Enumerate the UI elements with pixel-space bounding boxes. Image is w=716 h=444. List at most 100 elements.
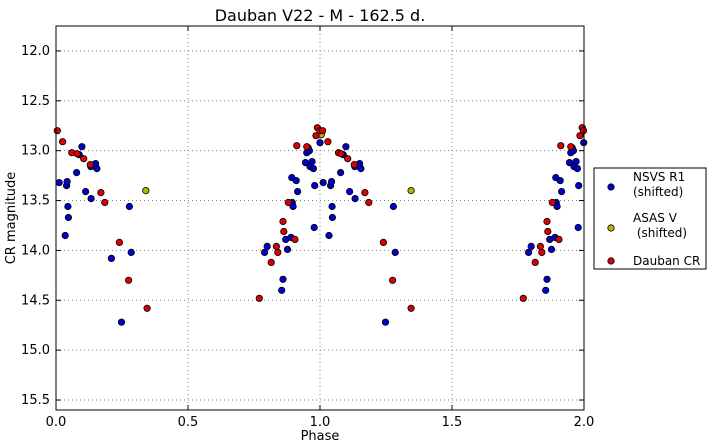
data-point: [53, 127, 61, 135]
data-point: [536, 242, 545, 250]
data-point: [73, 150, 81, 158]
legend-marker: [607, 257, 615, 265]
data-point: [345, 188, 354, 196]
data-point: [309, 165, 317, 173]
data-point: [279, 217, 287, 226]
data-point: [93, 165, 101, 173]
legend-label: NSVS R1 (shifted): [633, 170, 685, 199]
data-point: [576, 132, 584, 140]
data-point: [365, 198, 373, 207]
data-point: [328, 213, 336, 222]
data-point: [303, 143, 311, 151]
x-tick-label: 1.5: [442, 415, 463, 430]
data-point: [336, 169, 345, 177]
data-point: [311, 182, 319, 190]
data-point: [97, 189, 105, 197]
x-tick-label: 0.5: [178, 415, 199, 430]
data-point: [344, 155, 352, 163]
legend: NSVS R1 (shifted) ASAS V (shifted) Dauban C…: [593, 167, 707, 270]
y-tick-label: 15.0: [21, 343, 50, 358]
data-point: [55, 179, 63, 187]
data-point: [312, 132, 320, 140]
chart-title: Dauban V22 - M - 162.5 d.: [215, 6, 426, 25]
data-point: [117, 318, 126, 326]
data-point: [293, 142, 301, 150]
plot-points: [53, 124, 588, 326]
data-point: [325, 231, 333, 240]
data-point: [274, 248, 282, 256]
data-point: [316, 139, 324, 147]
data-point: [519, 294, 527, 302]
data-point: [556, 177, 564, 185]
data-point: [527, 242, 535, 250]
data-point: [342, 143, 350, 151]
data-point: [107, 254, 116, 262]
data-point: [573, 165, 582, 173]
data-point: [125, 202, 133, 211]
data-point: [280, 227, 288, 236]
data-point: [327, 178, 336, 186]
x-tick-label: 0.0: [46, 415, 67, 430]
y-tick-label: 12.0: [21, 44, 50, 59]
data-point: [64, 202, 72, 211]
data-point: [289, 202, 297, 211]
data-point: [115, 238, 124, 246]
y-tick-label: 14.5: [21, 293, 50, 308]
y-axis-label: CR magnitude: [4, 172, 19, 265]
data-point: [260, 248, 269, 256]
data-point: [543, 217, 551, 226]
data-point: [73, 169, 81, 177]
data-point: [557, 142, 565, 150]
data-point: [407, 187, 415, 195]
data-point: [80, 155, 88, 163]
data-point: [58, 138, 67, 146]
data-point: [318, 127, 327, 135]
data-point: [567, 143, 575, 151]
data-point: [531, 258, 539, 266]
data-point: [548, 198, 556, 207]
data-point: [310, 223, 318, 232]
data-point: [319, 179, 327, 187]
grid: [56, 26, 584, 410]
data-point: [524, 248, 533, 256]
data-point: [292, 177, 300, 185]
data-point: [407, 304, 415, 312]
data-point: [574, 223, 582, 232]
data-point: [361, 189, 369, 197]
data-point: [379, 238, 387, 246]
legend-label: ASAS V (shifted): [633, 211, 687, 240]
data-point: [283, 245, 292, 253]
data-point: [555, 235, 563, 243]
data-point: [538, 248, 546, 256]
y-tick-label: 12.5: [21, 94, 50, 109]
data-point: [391, 248, 399, 256]
data-point: [279, 275, 287, 283]
data-point: [357, 165, 365, 173]
data-point: [328, 202, 336, 211]
legend-marker: [607, 224, 615, 232]
data-point: [63, 178, 71, 186]
data-point: [64, 213, 73, 222]
data-point: [389, 202, 397, 211]
data-point: [575, 182, 583, 190]
data-point: [125, 276, 133, 284]
data-point: [142, 187, 150, 195]
data-point: [388, 276, 397, 284]
y-tick-label: 13.5: [21, 194, 50, 209]
data-point: [337, 150, 345, 158]
data-point: [572, 158, 580, 166]
data-point: [78, 143, 86, 151]
y-tick-label: 15.5: [21, 393, 50, 408]
data-point: [553, 202, 561, 211]
data-point: [87, 195, 95, 203]
data-point: [291, 235, 299, 243]
data-point: [351, 195, 359, 203]
data-point: [255, 294, 263, 302]
data-point: [101, 198, 109, 207]
data-point: [547, 245, 556, 253]
data-point: [61, 231, 69, 240]
axis-ticks: [55, 26, 585, 410]
y-tick-label: 13.0: [21, 144, 50, 159]
y-tick-label: 14.0: [21, 243, 50, 258]
